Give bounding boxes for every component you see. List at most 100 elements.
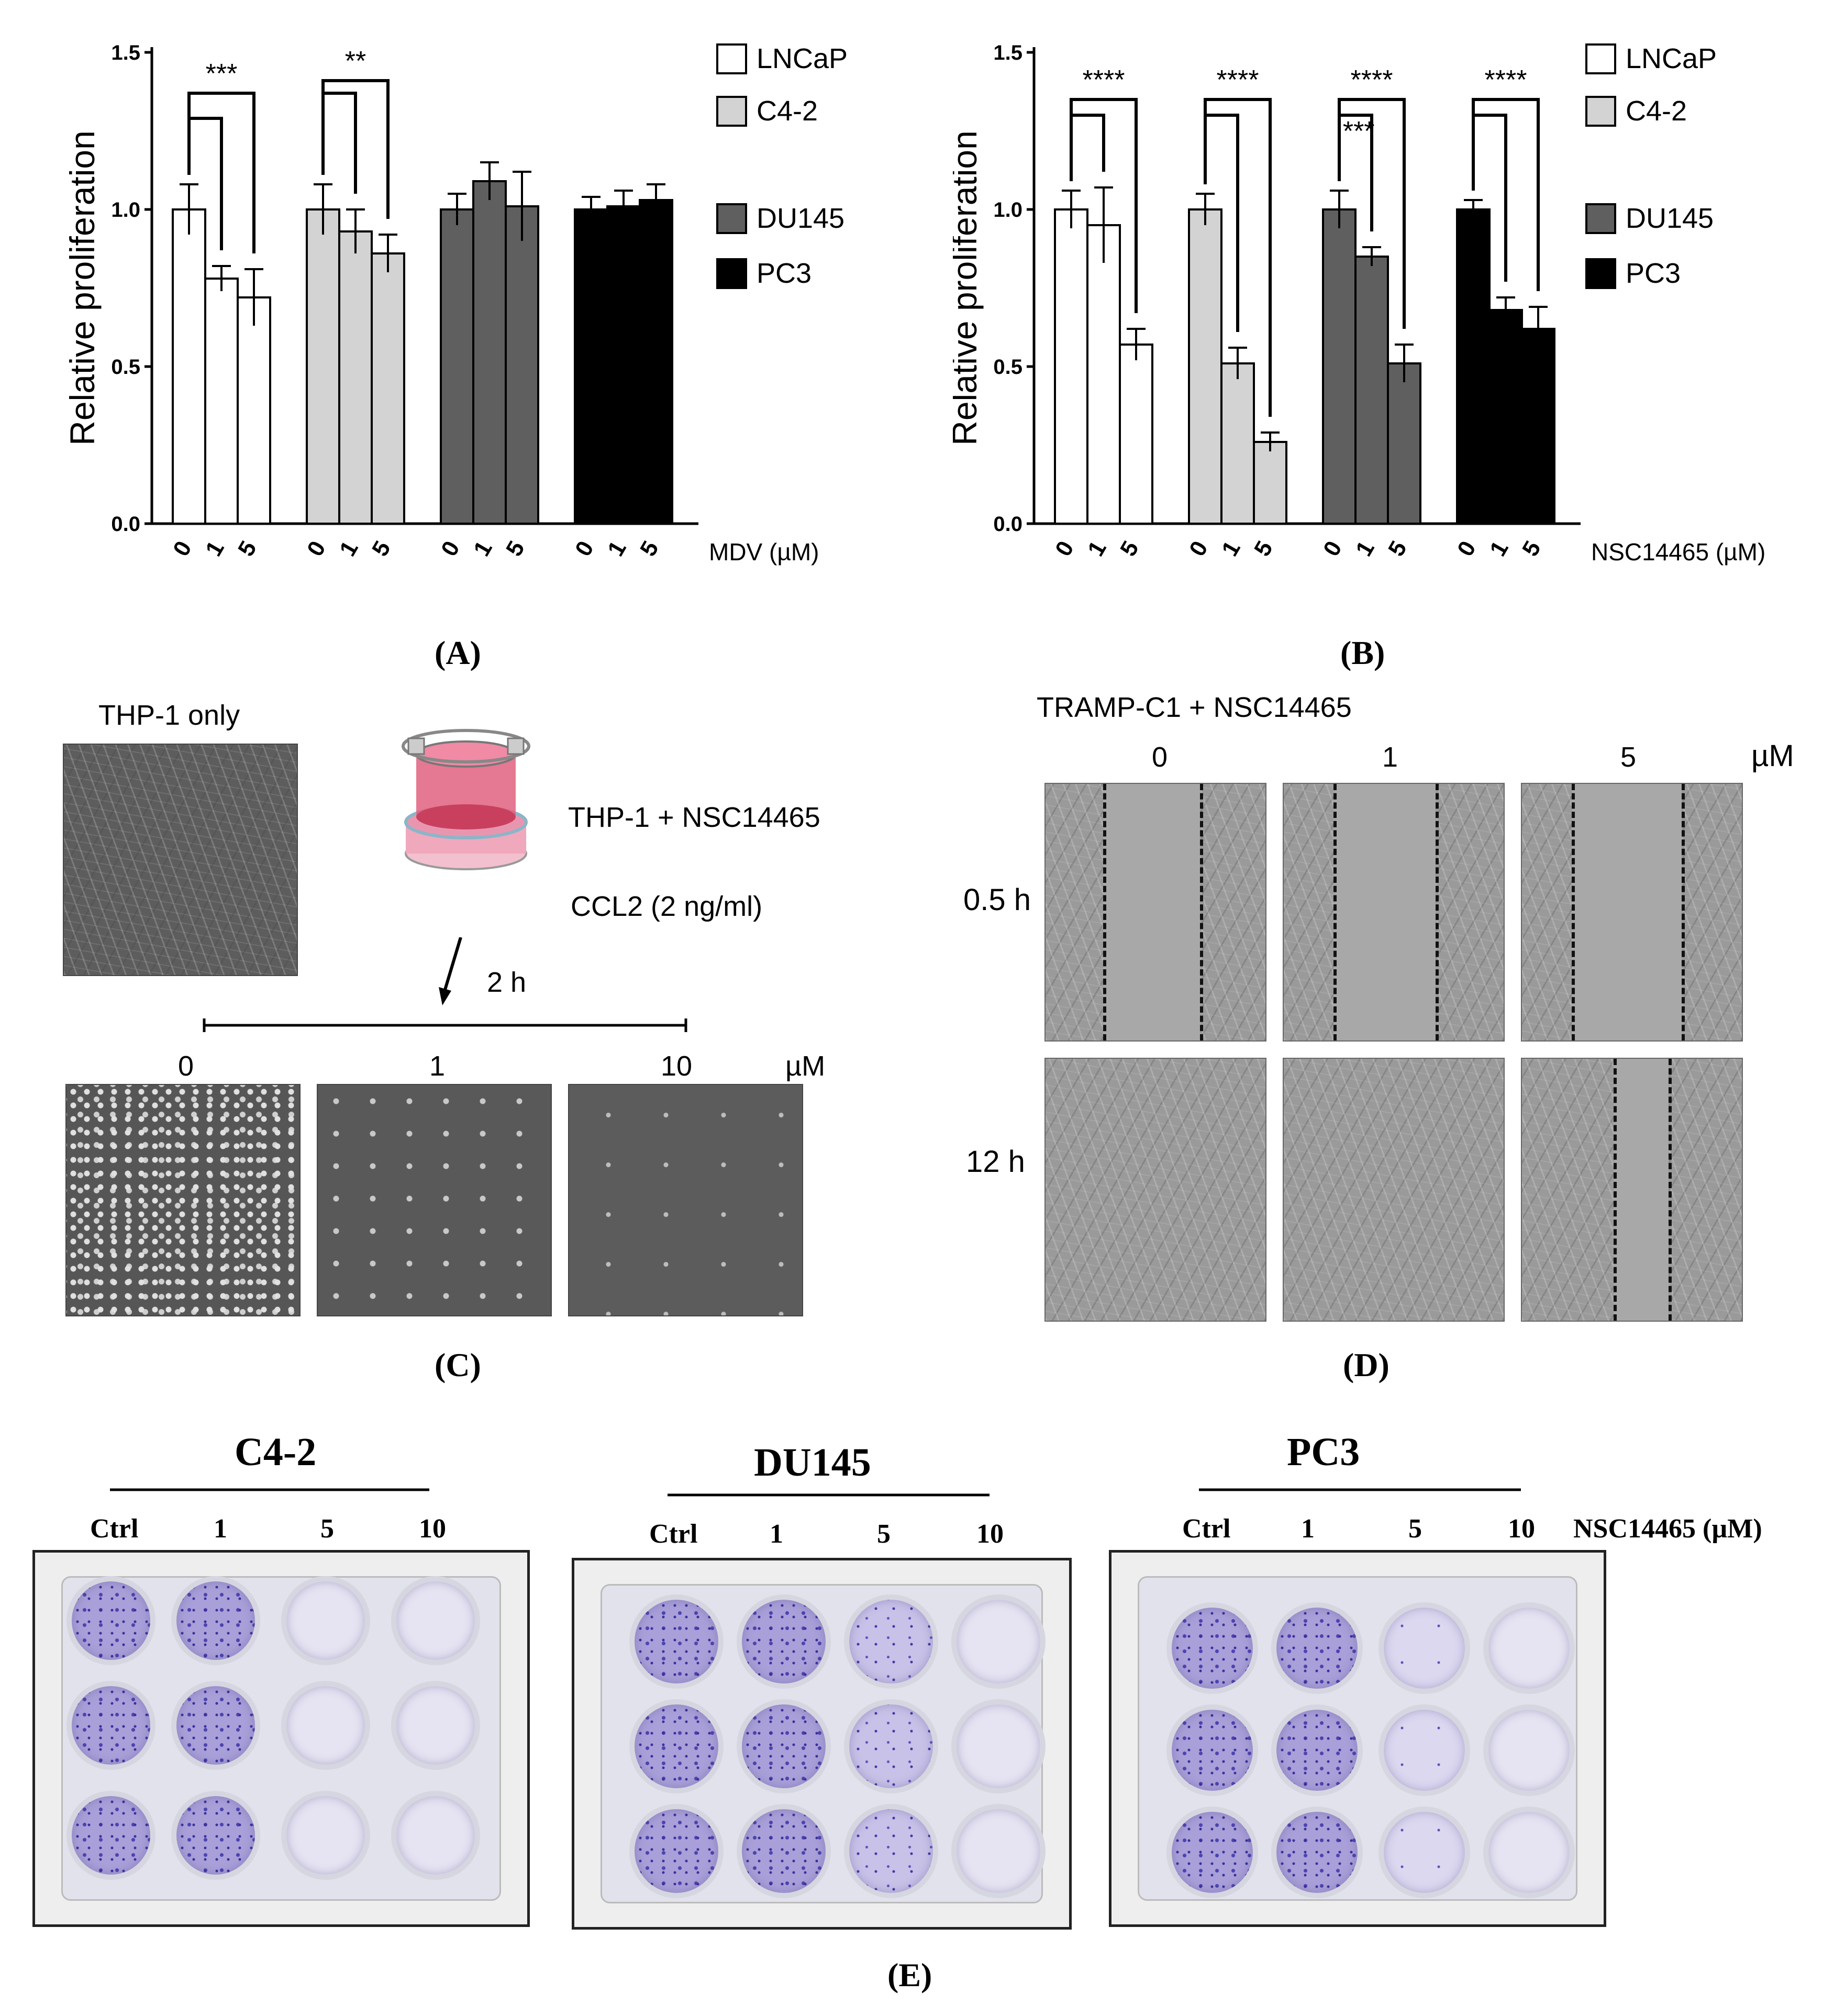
legend-swatch [716,43,747,74]
bar [1086,224,1121,525]
panel-label-e: (E) [887,1956,932,1993]
bar [306,208,340,525]
scratch-image-1-1 [1283,1058,1505,1322]
bar [574,208,608,525]
legend-label: PC3 [757,258,812,289]
x-tick-label: 0 [1452,537,1481,561]
y-tick-label: 1.5 [111,41,140,64]
significance-label: **** [1351,65,1393,95]
x-tick-label: 5 [501,537,530,561]
plate-du145 [572,1558,1072,1930]
bar [1456,208,1491,525]
significance-label: *** [1343,116,1375,147]
bar [639,199,673,525]
legend-swatch [1585,203,1616,234]
c42-col-1: 1 [214,1514,227,1544]
insert-label: THP-1 + NSC14465 [568,802,820,833]
y-tick-label: 0.5 [993,356,1022,379]
legend-swatch [1585,43,1616,74]
y-tick-label: 1.0 [111,198,140,221]
x-tick-label: 0 [1318,537,1347,561]
c-dose-2: 10 [661,1050,693,1082]
x-tick-label: 0 [570,537,599,561]
significance-bracket [323,92,357,194]
bar [606,205,641,525]
x-tick-label: 1 [1217,537,1246,561]
chart-b: 0.0 0.5 1.0 1.5 Relative proliferation NSC144… [953,41,1765,566]
x-tick-label: 0 [436,537,465,561]
x-tick-label: 1 [1485,537,1514,561]
scratch-image-0-2 [1521,783,1743,1042]
y-tick-label: 1.0 [993,198,1022,221]
time-arrow [203,937,687,1032]
significance-label: ** [345,46,366,76]
du145-col-5: 5 [877,1519,891,1549]
x-axis-label: NSC14465 (µM) [1591,538,1765,566]
significance-bracket [187,92,255,253]
bar [1253,441,1287,525]
legend-label: LNCaP [1626,43,1717,74]
pc3-col-5: 5 [1408,1514,1422,1544]
panel-label-a: (A) [435,634,481,671]
c42-col-ctrl: Ctrl [90,1514,139,1544]
legend-label: DU145 [757,203,844,234]
significance-bracket [1205,114,1239,332]
d-time-0: 0.5 h [963,883,1031,917]
y-tick-label: 0.0 [111,513,140,536]
y-axis-label: Relative proliferation [953,130,984,446]
thp-only-image [63,744,298,976]
bar [172,208,206,525]
migration-image-2 [568,1084,803,1316]
x-tick-label: 5 [233,537,262,561]
pc3-col-1: 1 [1301,1514,1315,1544]
x-tick-label: 0 [1050,537,1079,561]
bar [1054,208,1088,525]
legend-label: DU145 [1626,203,1714,234]
ccl2-label: CCL2 (2 ng/ml) [571,891,763,922]
d-dose-2: 5 [1620,741,1637,773]
x-tick-label: 0 [1184,537,1213,561]
bar [338,230,373,525]
panel-label-b: (B) [1340,634,1385,671]
significance-label: **** [1083,65,1125,95]
x-tick-label: 1 [1351,537,1380,561]
x-tick-label: 5 [1115,537,1144,561]
significance-label: **** [1485,65,1527,95]
bar [1387,362,1421,525]
du145-col-1: 1 [770,1519,783,1549]
d-unit: µM [1751,739,1794,773]
significance-bracket [189,117,223,250]
bar [1220,362,1255,525]
x-tick-label: 1 [201,537,229,561]
transwell-illustration [402,729,530,870]
plate-title-du145: DU145 [754,1441,871,1485]
x-tick-label: 5 [367,537,396,561]
bar [237,296,271,525]
x-tick-label: 5 [1249,537,1278,561]
bar [472,180,507,525]
legend-label: LNCaP [757,43,848,74]
pc3-col-ctrl: Ctrl [1182,1514,1231,1544]
plate-title-c42: C4-2 [235,1430,317,1474]
significance-bracket [1472,98,1540,291]
y-tick-label: 0.0 [993,513,1022,536]
plate-pc3 [1109,1550,1606,1927]
d-title: TRAMP-C1 + NSC14465 [1037,692,1352,723]
plate-c42 [32,1550,530,1927]
migration-image-0 [65,1084,301,1316]
c42-col-10: 10 [419,1514,446,1544]
du145-col-ctrl: Ctrl [649,1519,698,1549]
x-tick-label: 1 [603,537,631,561]
chart-a: 0.0 0.5 1.0 1.5 Relative proliferation MDV (µ… [63,41,848,566]
y-axis-label: Relative proliferation [63,130,102,446]
bar [505,205,539,525]
c-unit: µM [785,1050,826,1082]
significance-bracket [321,79,390,219]
bar [1354,256,1389,525]
scratch-image-1-0 [1044,1058,1266,1322]
y-tick-label: 0.5 [111,356,140,379]
x-tick-label: 1 [335,537,363,561]
migration-image-1 [317,1084,552,1316]
x-tick-label: 1 [469,537,497,561]
scratch-image-0-1 [1283,783,1505,1042]
